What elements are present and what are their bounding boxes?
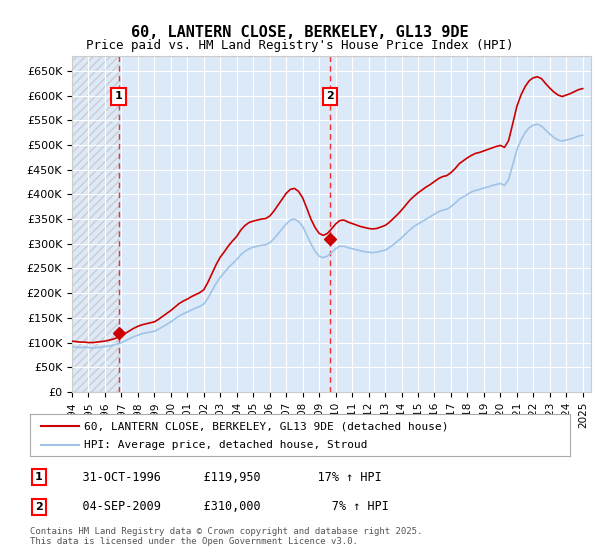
Text: 1: 1 xyxy=(35,472,43,482)
Text: HPI: Average price, detached house, Stroud: HPI: Average price, detached house, Stro… xyxy=(84,440,367,450)
Text: 60, LANTERN CLOSE, BERKELEY, GL13 9DE: 60, LANTERN CLOSE, BERKELEY, GL13 9DE xyxy=(131,25,469,40)
Text: 04-SEP-2009      £310,000          7% ↑ HPI: 04-SEP-2009 £310,000 7% ↑ HPI xyxy=(54,500,389,514)
Text: 1: 1 xyxy=(115,91,122,101)
Text: 60, LANTERN CLOSE, BERKELEY, GL13 9DE (detached house): 60, LANTERN CLOSE, BERKELEY, GL13 9DE (d… xyxy=(84,421,449,431)
Text: Contains HM Land Registry data © Crown copyright and database right 2025.
This d: Contains HM Land Registry data © Crown c… xyxy=(30,526,422,546)
Text: Price paid vs. HM Land Registry's House Price Index (HPI): Price paid vs. HM Land Registry's House … xyxy=(86,39,514,52)
Text: 31-OCT-1996      £119,950        17% ↑ HPI: 31-OCT-1996 £119,950 17% ↑ HPI xyxy=(54,470,382,484)
Text: 2: 2 xyxy=(35,502,43,512)
Text: 2: 2 xyxy=(326,91,334,101)
